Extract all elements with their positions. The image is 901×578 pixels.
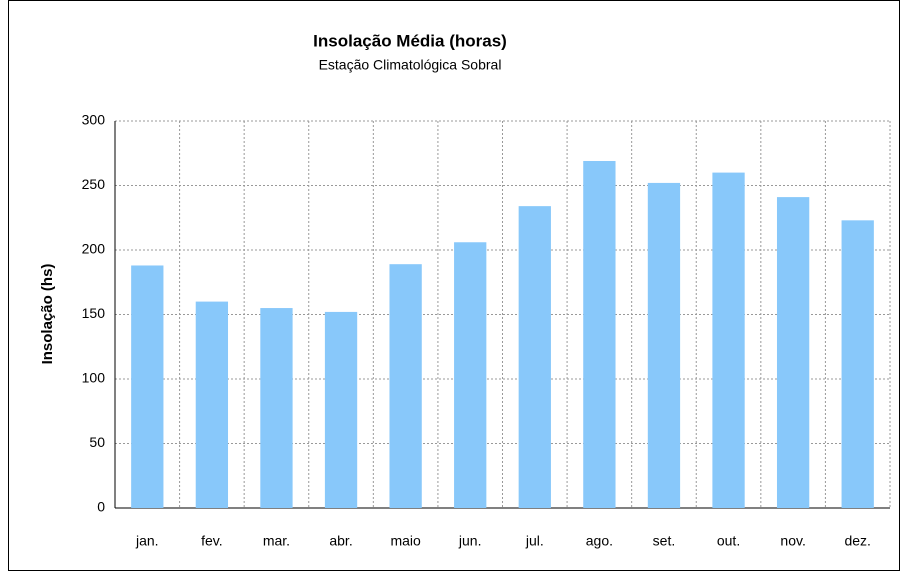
x-tick-label: out.	[717, 533, 740, 549]
x-tick-label: jul.	[525, 533, 544, 549]
x-tick-label: ago.	[586, 533, 613, 549]
x-tick-label: nov.	[780, 533, 805, 549]
y-tick-label: 50	[89, 434, 105, 450]
bar	[518, 206, 551, 508]
bar	[583, 160, 616, 509]
x-tick-label: set.	[653, 533, 676, 549]
bar	[131, 265, 164, 508]
bar	[260, 308, 293, 508]
x-tick-label: jan.	[135, 533, 159, 549]
bar	[712, 172, 745, 508]
bar	[389, 264, 422, 508]
x-tick-label: dez.	[844, 533, 870, 549]
chart-title: Insolação Média (horas)	[313, 31, 507, 50]
x-tick-label: abr.	[329, 533, 352, 549]
x-tick-label: mar.	[263, 533, 290, 549]
bar	[454, 242, 487, 508]
bar	[647, 182, 681, 509]
y-tick-label: 300	[82, 112, 106, 128]
x-tick-label: fev.	[201, 533, 223, 549]
y-tick-label: 150	[82, 305, 106, 321]
x-tick-label: jun.	[458, 533, 482, 549]
bar	[195, 301, 229, 508]
bar	[776, 197, 810, 509]
y-tick-label: 200	[82, 241, 106, 257]
bar	[324, 311, 358, 508]
bar	[841, 220, 874, 508]
y-axis-label: Insolação (hs)	[39, 264, 56, 365]
y-tick-label: 250	[82, 176, 106, 192]
x-tick-label: maio	[390, 533, 421, 549]
y-tick-label: 100	[82, 370, 106, 386]
y-tick-label: 0	[97, 499, 105, 515]
chart-subtitle: Estação Climatológica Sobral	[319, 57, 502, 73]
